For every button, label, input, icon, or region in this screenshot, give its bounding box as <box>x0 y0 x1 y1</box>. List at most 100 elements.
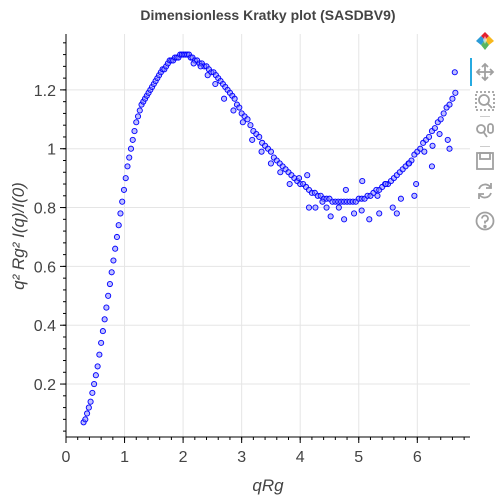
data-point <box>393 210 400 217</box>
data-point <box>98 339 105 346</box>
data-point <box>124 163 131 170</box>
y-tick-label: 0.6 <box>34 259 56 276</box>
data-point <box>341 216 348 223</box>
data-point <box>190 60 197 67</box>
data-point <box>437 116 444 123</box>
data-point <box>277 169 284 176</box>
data-point <box>110 257 117 264</box>
save-tool-icon[interactable] <box>474 150 496 172</box>
data-point <box>99 328 106 335</box>
data-point <box>101 316 108 323</box>
data-point <box>89 389 96 396</box>
data-point <box>440 110 447 117</box>
y-axis-label: q² Rg² I(q)/I(0) <box>9 182 28 290</box>
data-point <box>96 351 103 358</box>
x-tick-label: 3 <box>237 449 246 466</box>
data-point <box>115 222 122 229</box>
data-point <box>436 130 443 138</box>
data-point <box>446 145 453 152</box>
data-point <box>122 175 129 182</box>
reset-tool-icon[interactable] <box>474 180 496 202</box>
data-point <box>358 207 365 214</box>
data-point <box>212 80 219 88</box>
data-point <box>87 398 94 405</box>
data-point <box>429 142 436 149</box>
data-point <box>267 160 274 167</box>
data-point <box>256 133 263 141</box>
y-tick-label: 0.2 <box>34 377 56 394</box>
y-tick-label: 1.2 <box>34 83 56 100</box>
data-point <box>204 72 211 79</box>
data-point <box>230 107 237 114</box>
data-point <box>134 113 142 120</box>
data-point <box>335 204 342 211</box>
data-point <box>236 104 243 111</box>
data-point <box>431 125 438 132</box>
chart-title: Dimensionless Kratky plot (SASDBV9) <box>140 7 395 23</box>
data-point <box>305 204 313 211</box>
data-point <box>120 186 128 193</box>
data-point <box>231 95 238 102</box>
toolbar-separator <box>480 146 490 147</box>
data-point <box>131 128 138 135</box>
data-point <box>133 119 140 126</box>
x-tick-label: 0 <box>62 449 71 466</box>
toolbar-separator <box>480 116 490 117</box>
data-point <box>452 89 459 96</box>
x-axis-label: qRg <box>252 476 284 495</box>
x-tick-label: 1 <box>120 449 129 466</box>
data-point <box>374 192 381 199</box>
data-point <box>323 204 330 211</box>
data-point <box>106 280 113 288</box>
data-point <box>451 69 458 76</box>
data-point <box>119 198 126 205</box>
active-tool-indicator <box>470 58 472 86</box>
wheel-zoom-tool-icon[interactable] <box>474 120 496 142</box>
data-point <box>359 178 366 185</box>
data-point <box>221 95 228 102</box>
x-tick-label: 5 <box>354 449 363 466</box>
x-tick-label: 6 <box>413 449 422 466</box>
pan-tool-icon[interactable] <box>474 61 496 83</box>
data-point <box>382 180 389 188</box>
help-tool-icon[interactable] <box>474 210 496 232</box>
data-point <box>84 410 91 417</box>
data-point <box>108 269 115 276</box>
data-point <box>244 116 251 123</box>
data-point <box>413 180 420 188</box>
data-point <box>449 95 456 102</box>
data-point <box>94 363 101 370</box>
data-point <box>258 148 265 155</box>
box-zoom-tool-icon[interactable] <box>474 90 496 112</box>
data-point <box>82 416 89 423</box>
data-point <box>113 233 120 241</box>
x-axis: 0 1 2 3 4 5 6 <box>62 436 470 466</box>
data-point <box>425 133 433 141</box>
data-point <box>428 163 435 170</box>
data-point <box>444 136 451 143</box>
data-point <box>319 198 326 205</box>
data-point <box>312 204 319 211</box>
data-point <box>446 101 453 108</box>
data-point <box>286 180 293 188</box>
data-point <box>397 195 404 202</box>
data-point <box>267 148 274 155</box>
data-point <box>406 160 413 167</box>
data-point <box>366 216 373 223</box>
data-point <box>105 292 112 299</box>
data-point <box>327 213 334 220</box>
data-point <box>117 210 124 217</box>
data-point <box>239 119 246 126</box>
data-point <box>136 107 143 114</box>
y-tick-label: 0.4 <box>34 318 56 335</box>
x-tick-label: 2 <box>179 449 188 466</box>
data-point <box>411 192 418 199</box>
data-point <box>91 381 98 388</box>
data-point <box>351 210 358 217</box>
data-point <box>126 154 133 161</box>
y-tick-label: 0.8 <box>34 201 56 218</box>
data-point <box>85 404 92 411</box>
data-point <box>342 186 349 193</box>
data-point <box>112 245 119 252</box>
